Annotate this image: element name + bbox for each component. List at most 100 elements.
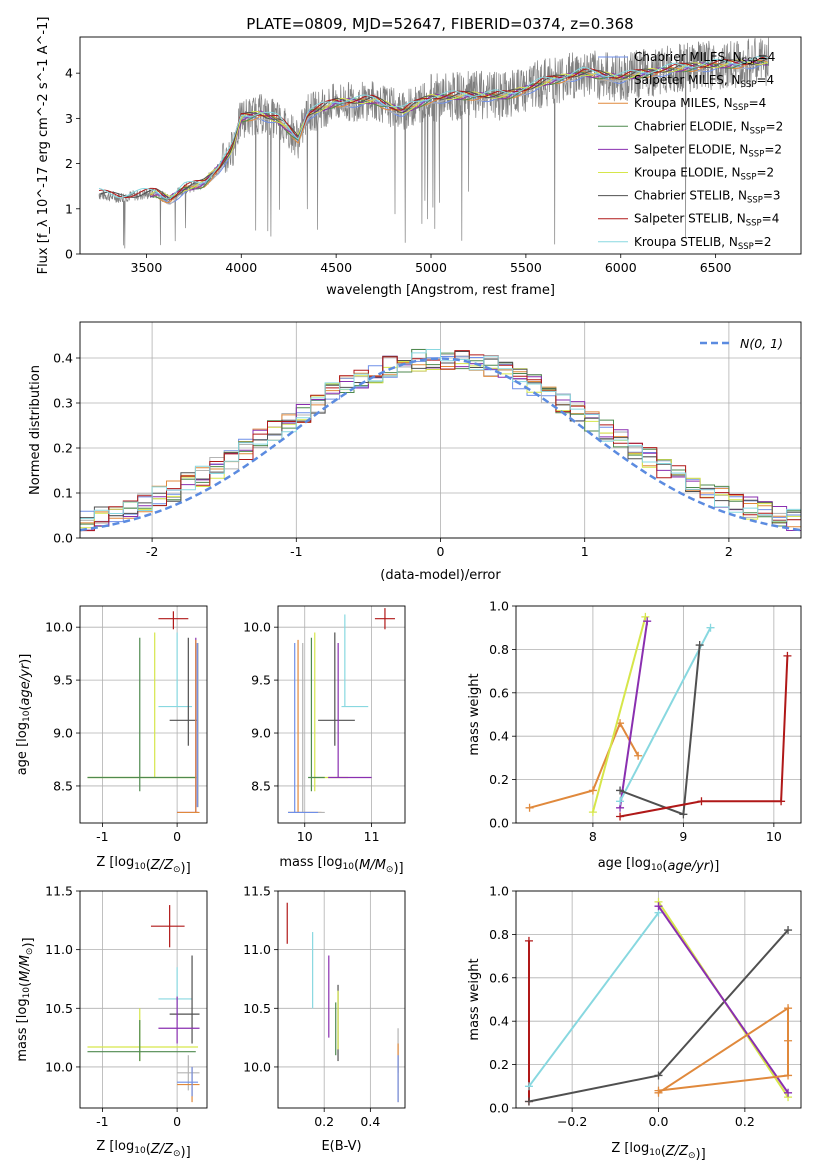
x-tick-label: 5500 (510, 260, 542, 275)
data-point-marker (616, 797, 625, 806)
legend-label-tail: =4 (756, 73, 774, 87)
legend-label-tail: =2 (756, 166, 774, 180)
panel-mass-vs-Z: -1 010.010.511.011.5Z [log10(Z/Z⊙)]mass [… (15, 884, 208, 1160)
x-tick-label: -1 (96, 1114, 108, 1129)
legend-label-tail: =2 (754, 235, 772, 249)
x-axis-label-part: Z [log (96, 1139, 134, 1154)
normal-distribution-curve (80, 357, 801, 532)
y-axis-label: Flux [f_λ 10^-17 erg cm^-2 s^-1 A^-1] (36, 17, 51, 275)
y-tick-label: 0.4 (489, 729, 509, 744)
y-tick-label: 11.0 (45, 942, 73, 957)
x-tick-label: 0.4 (360, 1114, 380, 1129)
model-line-kroupa-elodie (149, 59, 768, 197)
data-point-marker (777, 797, 786, 806)
y-tick-label: 10.0 (45, 1059, 73, 1074)
data-point-marker (524, 1082, 533, 1091)
x-axis-label-part: )] (181, 1145, 191, 1160)
y-axis-label-part: )] (21, 937, 36, 947)
data-point-marker (654, 902, 663, 911)
y-tick-label: 0.2 (489, 772, 509, 787)
y-tick-label: 9.0 (53, 726, 73, 741)
y-tick-label: 0.1 (53, 486, 73, 501)
x-axis-label-part: Z [log (611, 1141, 649, 1156)
histogram-kroupa-stelib (80, 349, 801, 534)
x-tick-label: 8 (589, 829, 597, 844)
x-axis-label: Z [log10(Z/Z⊙)] (96, 1139, 190, 1160)
y-tick-label: 10.0 (45, 620, 73, 635)
x-axis-label: Z [log10(Z/Z⊙)] (611, 1141, 705, 1162)
x-axis-label-part: 10 (134, 862, 146, 872)
legend-label-tail: =2 (764, 142, 782, 156)
axes-frame (79, 890, 208, 1109)
x-tick-label: 2 (725, 544, 733, 559)
x-tick-label: 0.2 (735, 1114, 755, 1129)
axes-frame (79, 605, 208, 824)
data-point-marker (695, 641, 704, 650)
legend-label: Kroupa MILES, NSSP=4 (634, 96, 766, 113)
y-axis-label-part: 10 (22, 710, 32, 722)
data-point-marker (697, 797, 706, 806)
legend-label-tail: =4 (758, 50, 776, 64)
x-tick-label: 9 (679, 829, 687, 844)
data-point-marker (679, 810, 688, 819)
legend-label-tail: =4 (749, 96, 767, 110)
x-tick-label: 6000 (605, 260, 637, 275)
x-tick-label: 4000 (225, 260, 257, 275)
legend-label-main: Chabrier ELODIE, N (634, 119, 750, 133)
y-tick-label: 11.0 (243, 942, 271, 957)
x-axis-label-part: ( (661, 1144, 666, 1159)
legend-label-tail: =4 (762, 212, 780, 226)
legend-label: Salpeter MILES, NSSP=4 (634, 73, 774, 90)
y-tick-label: 0 (65, 247, 73, 262)
y-tick-label: 9.0 (251, 726, 271, 741)
y-axis-label: mass [log10(M/M⊙)] (15, 937, 36, 1061)
y-axis-label-part: age [log (15, 722, 30, 775)
x-tick-label: 0 (173, 829, 181, 844)
legend-label-main: Salpeter ELODIE, N (634, 142, 748, 156)
legend-label-sub: SSP (741, 173, 757, 183)
y-tick-label: 0.0 (489, 1101, 509, 1116)
data-point-marker (524, 1097, 533, 1106)
x-axis-label-part: 10 (649, 1148, 661, 1158)
y-axis-label-part: ( (18, 982, 33, 987)
axes-frame (515, 605, 802, 824)
x-axis-label-part: )] (709, 859, 719, 874)
y-tick-label: 11.5 (45, 884, 73, 899)
legend-label-tail: =2 (766, 119, 784, 133)
y-tick-label: 10.0 (243, 1059, 271, 1074)
legend-label-sub: SSP (750, 126, 766, 136)
panel-mass-vs-ebv: 0.2 0.4 10.0 10.5 11.0 11.5 E(B-V) (243, 884, 406, 1154)
y-tick-label: 8.5 (251, 778, 271, 793)
data-point-marker (783, 651, 792, 660)
x-axis-label-part: ( (662, 859, 667, 874)
x-axis-label: wavelength [Angstrom, rest frame] (326, 283, 555, 298)
data-point-marker (654, 1086, 663, 1095)
x-axis-label: (data-model)/error (380, 568, 501, 583)
weight-line-kroupa-stelib (528, 912, 660, 1087)
legend-label-sub: SSP (738, 242, 754, 252)
x-tick-label: 0 (173, 1114, 181, 1129)
data-point-marker (654, 1071, 663, 1080)
legend-label-sub: SSP (742, 57, 758, 67)
y-tick-label: 9.5 (53, 673, 73, 688)
y-tick-label: 1.0 (489, 599, 509, 614)
x-tick-label: 10 (766, 829, 782, 844)
weight-line-salpeter-elodie (619, 621, 649, 808)
y-tick-label: 0.6 (489, 685, 509, 700)
y-tick-label: 0.0 (53, 531, 73, 546)
legend-label: Kroupa STELIB, NSSP=2 (634, 235, 772, 252)
x-tick-label: 0.2 (314, 1114, 334, 1129)
x-tick-label: 11 (364, 829, 380, 844)
x-tick-label: 4500 (320, 260, 352, 275)
y-tick-label: 1 (65, 201, 73, 216)
x-axis-label: age [log10(age/yr)] (598, 856, 720, 874)
data-point-marker (525, 803, 534, 812)
x-axis-label-part: )] (181, 861, 191, 876)
x-tick-label: 1 (581, 544, 589, 559)
model-line-chabrier-stelib (98, 58, 768, 200)
x-tick-label: 6500 (700, 260, 732, 275)
data-point-marker (588, 786, 597, 795)
y-axis-label-part: ⊙ (25, 948, 35, 956)
